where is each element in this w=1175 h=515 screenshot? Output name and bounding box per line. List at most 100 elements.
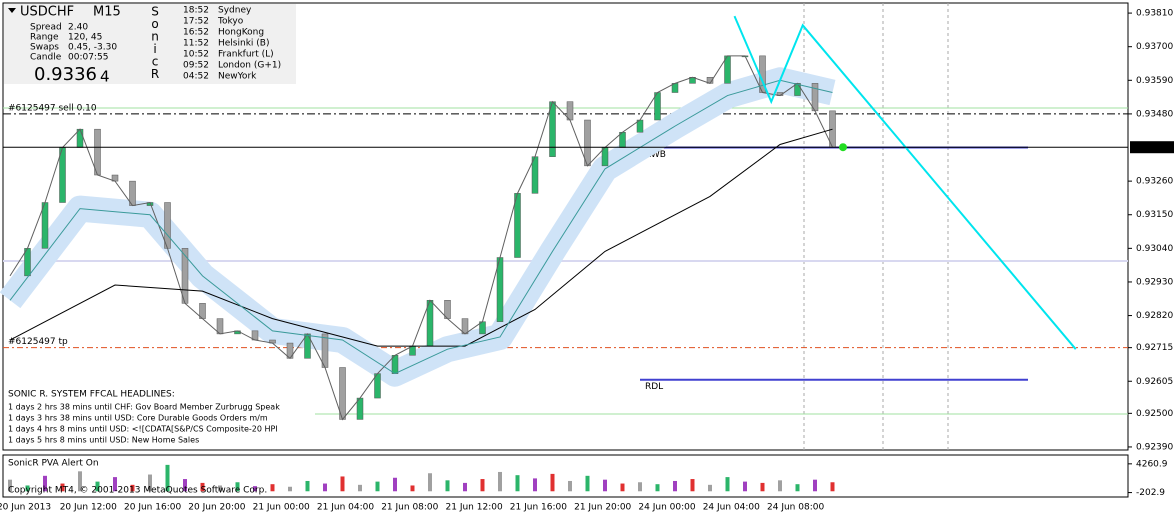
- info-value: 0.45, -3.30: [68, 43, 117, 53]
- y-tick-label: 0.93040: [1136, 244, 1173, 254]
- sonic-letter: n: [151, 30, 159, 44]
- copyright: Copyright MT4, © 2001-2013 MetaQuotes So…: [8, 486, 267, 496]
- volume-bar: [795, 484, 800, 492]
- volume-bar: [480, 479, 485, 492]
- level-label: #6125497 tp: [8, 337, 68, 347]
- moving-average: [9, 79, 833, 375]
- volume-bar: [8, 479, 12, 492]
- volume-bar: [585, 475, 590, 492]
- volume-bar: [305, 480, 310, 492]
- y-tick-label: 0.93480: [1136, 109, 1173, 119]
- level-label: RDL: [645, 382, 663, 392]
- volume-bar: [830, 482, 835, 492]
- headline: 1 days 2 hrs 38 mins until CHF: Gov Boar…: [8, 403, 280, 412]
- volume-bar: [200, 482, 205, 492]
- volume-bar: [778, 480, 782, 492]
- volume-bar: [60, 483, 65, 492]
- volume-bar: [673, 480, 677, 492]
- sonic-letter: c: [152, 55, 159, 69]
- volume-bar: [760, 482, 765, 492]
- volume-bar: [725, 477, 730, 492]
- level-label: RWB: [645, 150, 666, 160]
- x-tick-label: 21 Jun 00:00: [253, 503, 310, 513]
- x-tick-label: 20 Jun 12:00: [60, 503, 117, 513]
- candle: [514, 193, 521, 258]
- info-value: 120, 45: [68, 33, 102, 43]
- sonic-letter: i: [153, 42, 156, 56]
- session-city: Frankfurt (L): [218, 50, 274, 60]
- info-key: Spread: [30, 23, 62, 33]
- volume-bar: [253, 486, 257, 492]
- session-city: London (G+1): [218, 61, 281, 71]
- volume-bar: [95, 481, 100, 492]
- volume-bar: [235, 482, 240, 492]
- info-value: 00:07:55: [68, 53, 108, 63]
- headline: 1 days 5 hrs 8 mins until USD: New Home …: [8, 436, 199, 445]
- volume-bar: [603, 479, 607, 492]
- volume-bar: [113, 477, 117, 492]
- headline: 1 days 3 hrs 38 mins until USD: Core Dur…: [8, 414, 268, 423]
- volume-bar: [463, 482, 467, 492]
- close-line: [9, 55, 833, 421]
- session-city: Helsinki (B): [218, 39, 269, 49]
- y-tick-label: 0.92500: [1136, 409, 1173, 419]
- headline: 1 days 4 hrs 8 mins until USD: <![CDATA[…: [8, 425, 278, 434]
- symbol: USDCHF: [20, 5, 74, 20]
- volume-bar: [165, 464, 170, 492]
- candle: [59, 147, 66, 203]
- info-panel: [4, 4, 296, 84]
- volume-bar: [515, 475, 520, 492]
- volume-bar: [43, 475, 47, 492]
- price-box: [1130, 141, 1174, 154]
- y-tick-label: 4260.9: [1136, 459, 1168, 469]
- volume-bar: [78, 471, 82, 492]
- volume-bar: [445, 480, 450, 492]
- volume-bar: [428, 473, 432, 492]
- x-tick-label: 21 Jun 12:00: [446, 503, 503, 513]
- price-label: 0.93371: [1134, 143, 1171, 153]
- volume-bar: [743, 481, 747, 492]
- zigzag: [733, 15, 1077, 350]
- volume-bar: [533, 478, 537, 492]
- volume-bar: [498, 471, 502, 492]
- y-tick-label: 0.93700: [1136, 42, 1173, 52]
- sonic-letter: o: [151, 17, 158, 31]
- session-time: 18:52: [183, 6, 209, 16]
- x-tick-label: 20 Jun 20:00: [188, 503, 245, 513]
- volume-bar: [218, 485, 222, 492]
- volume-bar: [340, 476, 345, 492]
- volume-bar: [638, 482, 642, 492]
- sonic-letter: R: [151, 67, 159, 81]
- collapse-icon: [8, 8, 16, 13]
- x-tick-label: 21 Jun 20:00: [574, 503, 631, 513]
- y-tick-label: 0.92605: [1136, 377, 1173, 387]
- volume-bar: [358, 484, 362, 492]
- y-tick-label: -202.9: [1136, 488, 1165, 498]
- session-time: 17:52: [183, 17, 209, 27]
- bid-last-digit: 4: [100, 68, 110, 86]
- volume-bar: [288, 486, 292, 492]
- level-label: #6125497 sell 0.10: [8, 103, 97, 113]
- volume-bar: [813, 479, 817, 492]
- session-time: 09:52: [183, 61, 209, 71]
- volume-bar: [270, 484, 275, 492]
- session-time: 04:52: [183, 72, 209, 82]
- x-tick-label: 20 Jun 16:00: [124, 503, 181, 513]
- y-tick-label: 0.93260: [1136, 177, 1173, 187]
- x-tick-label: 24 Jun 08:00: [767, 503, 824, 513]
- y-tick-label: 0.92930: [1136, 277, 1173, 287]
- volume-bar: [393, 477, 397, 492]
- volume-bar: [183, 479, 187, 492]
- x-tick-label: 20 Jun 2013: [0, 503, 51, 513]
- volume-bar: [550, 473, 555, 492]
- volume-bar: [708, 484, 712, 492]
- main-frame: [2, 2, 1129, 451]
- volume-bar: [620, 483, 625, 492]
- volume-frame: [2, 454, 1129, 498]
- x-tick-label: 21 Jun 08:00: [381, 503, 438, 513]
- y-tick-label: 0.92820: [1136, 311, 1173, 321]
- info-value: 2.40: [68, 23, 88, 33]
- moving-average: [9, 128, 833, 347]
